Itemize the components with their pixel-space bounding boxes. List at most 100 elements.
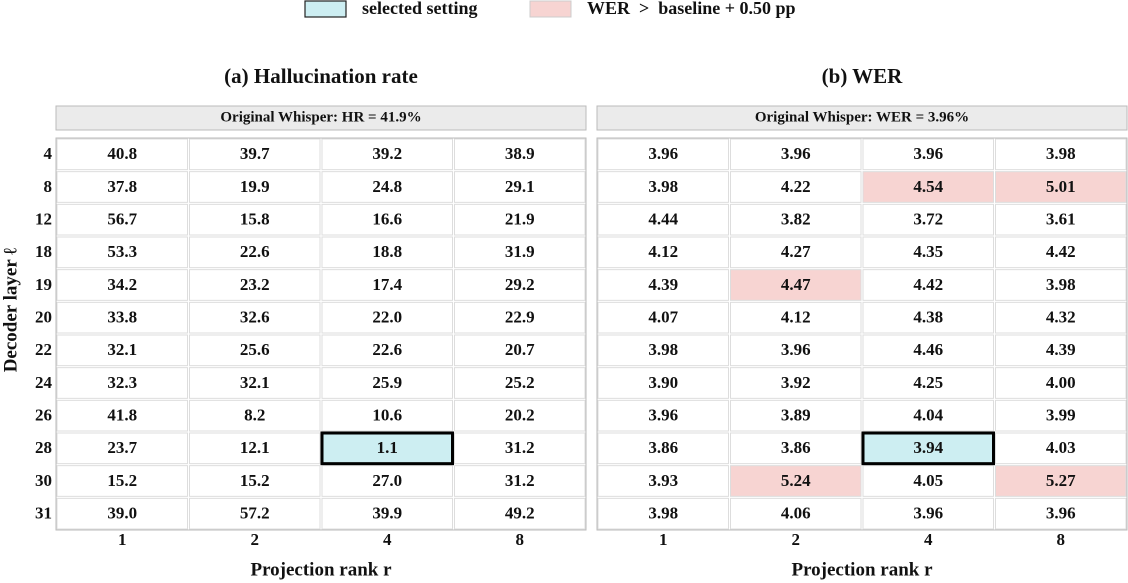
cell-bg: [189, 138, 321, 171]
cell-bg: [862, 171, 994, 203]
cell-value: 3.61: [1046, 210, 1076, 229]
cell-bg: [321, 138, 453, 171]
cell-bg: [189, 269, 321, 301]
cell-bg: [730, 171, 862, 203]
x-axis-title: Projection rank r: [250, 559, 392, 580]
cell-bg: [862, 301, 994, 334]
cell-bg: [597, 171, 729, 203]
cell-bg: [597, 301, 729, 334]
cell-value: 4.35: [913, 242, 943, 261]
cell-bg: [995, 432, 1127, 465]
cell-value: 23.7: [107, 438, 137, 457]
cell-value: 4.46: [913, 340, 943, 359]
y-axis-title: Decoder layer ℓ: [0, 248, 21, 373]
y-tick-label: 30: [35, 471, 52, 490]
cell-bg: [454, 301, 586, 334]
cell-value: 22.6: [372, 340, 402, 359]
y-tick-label: 31: [35, 504, 52, 523]
cell-bg: [454, 203, 586, 236]
cell-value: 32.1: [240, 373, 270, 392]
cell-value: 4.47: [781, 275, 811, 294]
cell-value: 17.4: [372, 275, 402, 294]
x-tick-label: 1: [118, 530, 127, 549]
cell-value: 3.99: [1046, 406, 1076, 425]
legend-label: selected setting: [362, 0, 477, 18]
cell-value: 4.03: [1046, 438, 1076, 457]
cell-value: 21.9: [505, 210, 535, 229]
cell-value: 1.1: [377, 438, 398, 457]
cell-value: 32.1: [107, 340, 137, 359]
cell-bg: [862, 367, 994, 399]
cell-value: 4.05: [913, 471, 943, 490]
panel-title: (b) WER: [822, 64, 904, 88]
cell-value: 8.2: [244, 406, 265, 425]
cell-bg: [862, 465, 994, 497]
cell-bg: [995, 334, 1127, 367]
cell-value: 4.54: [913, 177, 943, 196]
cell-bg: [454, 432, 586, 465]
panel-header-box: [55, 105, 587, 131]
cell-bg: [597, 367, 729, 399]
cell-bg: [56, 236, 188, 269]
cell-value: 4.27: [781, 242, 811, 261]
y-tick-label: 4: [44, 144, 53, 163]
cell-bg: [597, 334, 729, 367]
cell-value: 39.0: [107, 504, 137, 523]
cell-bg: [189, 367, 321, 399]
cell-value: 25.2: [505, 373, 535, 392]
cell-value: 15.2: [107, 471, 137, 490]
cell-bg: [454, 367, 586, 399]
cell-value: 37.8: [107, 177, 137, 196]
y-tick-label: 20: [35, 308, 52, 327]
cell-bg: [597, 399, 729, 432]
cell-bg: [597, 236, 729, 269]
cell-bg: [454, 171, 586, 203]
cell-value: 38.9: [505, 144, 535, 163]
cell-value: 39.2: [372, 144, 402, 163]
cell-value: 20.2: [505, 406, 535, 425]
cell-bg: [862, 138, 994, 171]
y-tick-label: 24: [35, 373, 53, 392]
cell-bg: [321, 465, 453, 497]
panel-header: Original Whisper: WER = 3.96%: [755, 109, 969, 125]
cell-bg: [189, 203, 321, 236]
cell-bg: [56, 432, 188, 465]
cell-bg: [730, 367, 862, 399]
cell-value: 22.6: [240, 242, 270, 261]
cell-value: 4.32: [1046, 308, 1076, 327]
cell-bg: [321, 236, 453, 269]
cell-value: 4.38: [913, 308, 943, 327]
cell-value: 24.8: [372, 177, 402, 196]
cell-bg: [189, 465, 321, 497]
cell-value: 3.96: [781, 340, 811, 359]
cell-bg: [454, 269, 586, 301]
cell-bg: [189, 334, 321, 367]
cell-bg: [730, 301, 862, 334]
cell-value: 33.8: [107, 308, 137, 327]
cell-value: 31.9: [505, 242, 535, 261]
cell-bg: [597, 432, 729, 465]
cell-value: 29.2: [505, 275, 535, 294]
cell-bg: [321, 171, 453, 203]
cell-value: 4.42: [913, 275, 943, 294]
cell-bg: [862, 497, 994, 530]
cell-bg: [730, 399, 862, 432]
cell-bg: [995, 497, 1127, 530]
cell-bg: [995, 399, 1127, 432]
cell-value: 22.0: [372, 308, 402, 327]
cell-value: 5.24: [781, 471, 811, 490]
cell-bg: [454, 465, 586, 497]
cell-bg: [56, 171, 188, 203]
cell-bg: [321, 399, 453, 432]
x-tick-label: 4: [924, 530, 933, 549]
cell-bg: [189, 236, 321, 269]
cell-value: 12.1: [240, 438, 270, 457]
cell-value: 22.9: [505, 308, 535, 327]
cell-bg: [56, 301, 188, 334]
selected-outline: [861, 431, 995, 466]
cell-value: 3.96: [648, 406, 678, 425]
cell-value: 4.12: [648, 242, 678, 261]
cell-value: 29.1: [505, 177, 535, 196]
cell-bg: [56, 465, 188, 497]
